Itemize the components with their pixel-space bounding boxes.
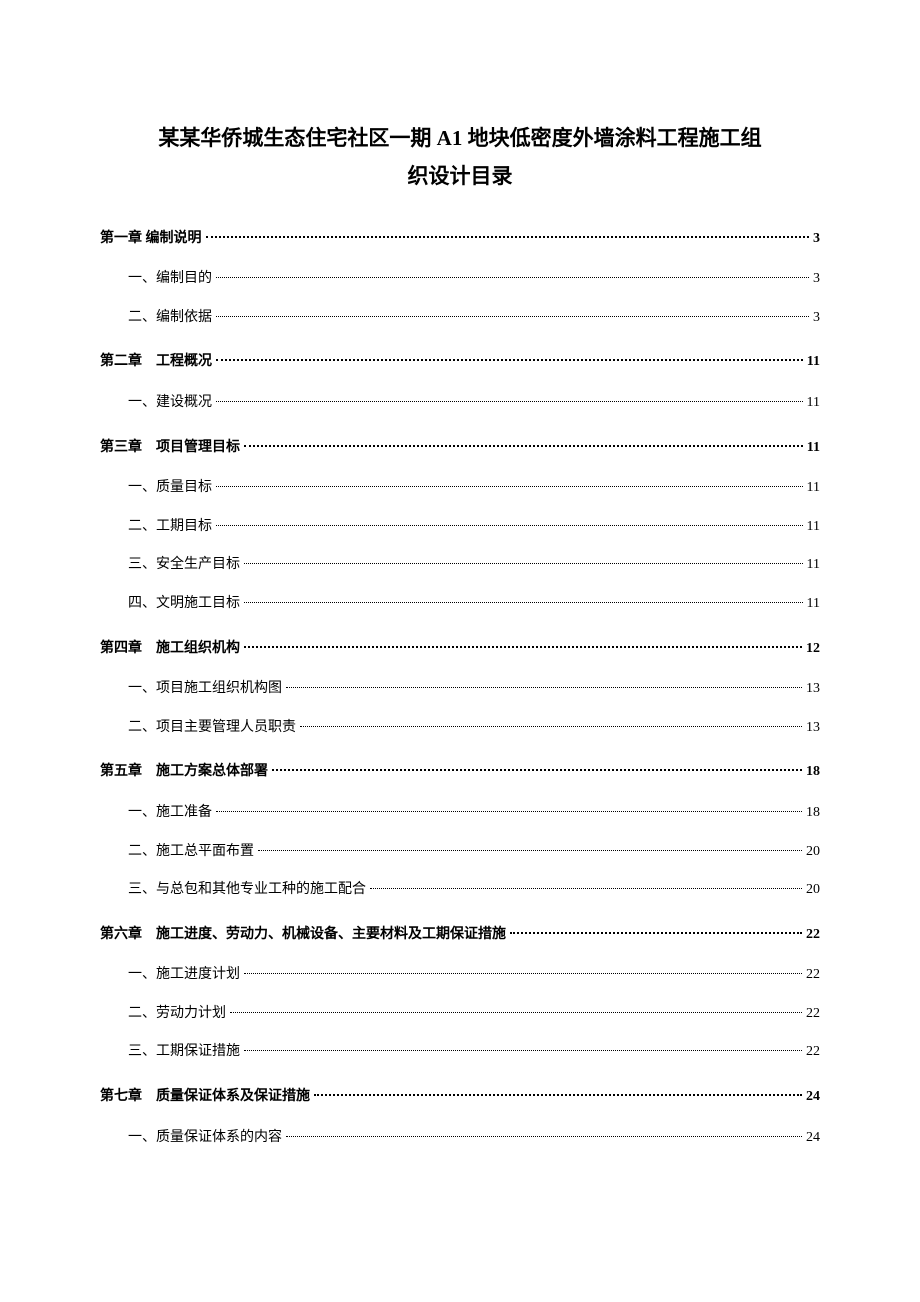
toc-entry-page: 11 bbox=[807, 435, 820, 462]
toc-leader-dots bbox=[370, 888, 802, 889]
toc-leader-dots bbox=[216, 359, 803, 361]
toc-entry-page: 22 bbox=[806, 1039, 820, 1066]
document-title: 某某华侨城生态住宅社区一期 A1 地块低密度外墙涂料工程施工组 织设计目录 bbox=[100, 120, 820, 196]
toc-chapter-entry: 第三章 项目管理目标 11 bbox=[100, 435, 820, 462]
toc-leader-dots bbox=[286, 1136, 802, 1137]
toc-leader-dots bbox=[244, 563, 803, 564]
toc-entry-label: 三、与总包和其他专业工种的施工配合 bbox=[128, 877, 366, 904]
toc-chapter-entry: 第二章 工程概况 11 bbox=[100, 349, 820, 376]
toc-entry-label: 二、施工总平面布置 bbox=[128, 839, 254, 866]
toc-entry-label: 四、文明施工目标 bbox=[128, 591, 240, 618]
toc-leader-dots bbox=[216, 811, 802, 812]
toc-entry-page: 20 bbox=[806, 839, 820, 866]
toc-sub-entry: 一、质量目标 11 bbox=[100, 475, 820, 502]
toc-sub-entry: 一、项目施工组织机构图 13 bbox=[100, 676, 820, 703]
toc-leader-dots bbox=[300, 726, 802, 727]
toc-entry-label: 二、工期目标 bbox=[128, 514, 212, 541]
toc-sub-entry: 一、建设概况 11 bbox=[100, 390, 820, 417]
toc-entry-page: 22 bbox=[806, 962, 820, 989]
toc-entry-page: 3 bbox=[813, 226, 820, 253]
toc-entry-label: 一、质量目标 bbox=[128, 475, 212, 502]
toc-entry-label: 一、项目施工组织机构图 bbox=[128, 676, 282, 703]
toc-leader-dots bbox=[216, 401, 803, 402]
toc-leader-dots bbox=[510, 932, 802, 934]
toc-entry-page: 11 bbox=[807, 591, 820, 618]
toc-entry-page: 3 bbox=[813, 305, 820, 332]
toc-sub-entry: 二、劳动力计划 22 bbox=[100, 1001, 820, 1028]
toc-sub-entry: 二、项目主要管理人员职责 13 bbox=[100, 715, 820, 742]
toc-chapter-entry: 第六章 施工进度、劳动力、机械设备、主要材料及工期保证措施 22 bbox=[100, 922, 820, 949]
toc-entry-page: 11 bbox=[807, 514, 820, 541]
toc-entry-label: 第二章 工程概况 bbox=[100, 349, 212, 376]
toc-sub-entry: 二、施工总平面布置 20 bbox=[100, 839, 820, 866]
toc-sub-entry: 三、工期保证措施 22 bbox=[100, 1039, 820, 1066]
toc-entry-label: 第六章 施工进度、劳动力、机械设备、主要材料及工期保证措施 bbox=[100, 922, 506, 949]
toc-sub-entry: 四、文明施工目标 11 bbox=[100, 591, 820, 618]
toc-leader-dots bbox=[244, 445, 803, 447]
toc-leader-dots bbox=[244, 1050, 802, 1051]
toc-leader-dots bbox=[272, 769, 802, 771]
toc-entry-page: 11 bbox=[807, 552, 820, 579]
toc-entry-label: 二、项目主要管理人员职责 bbox=[128, 715, 296, 742]
toc-entry-page: 20 bbox=[806, 877, 820, 904]
toc-entry-page: 22 bbox=[806, 1001, 820, 1028]
toc-sub-entry: 三、安全生产目标 11 bbox=[100, 552, 820, 579]
toc-entry-page: 13 bbox=[806, 676, 820, 703]
toc-leader-dots bbox=[244, 973, 802, 974]
toc-sub-entry: 一、质量保证体系的内容 24 bbox=[100, 1125, 820, 1152]
toc-leader-dots bbox=[230, 1012, 802, 1013]
toc-leader-dots bbox=[244, 646, 802, 648]
toc-leader-dots bbox=[258, 850, 802, 851]
toc-leader-dots bbox=[206, 236, 810, 238]
toc-sub-entry: 一、编制目的 3 bbox=[100, 266, 820, 293]
toc-entry-page: 13 bbox=[806, 715, 820, 742]
toc-entry-page: 18 bbox=[806, 759, 820, 786]
toc-entry-label: 第七章 质量保证体系及保证措施 bbox=[100, 1084, 310, 1111]
toc-entry-label: 第四章 施工组织机构 bbox=[100, 636, 240, 663]
toc-entry-label: 第一章 编制说明 bbox=[100, 226, 202, 253]
toc-sub-entry: 一、施工进度计划 22 bbox=[100, 962, 820, 989]
toc-leader-dots bbox=[216, 486, 803, 487]
toc-entry-label: 一、编制目的 bbox=[128, 266, 212, 293]
toc-entry-label: 第五章 施工方案总体部署 bbox=[100, 759, 268, 786]
toc-leader-dots bbox=[216, 525, 803, 526]
toc-chapter-entry: 第七章 质量保证体系及保证措施 24 bbox=[100, 1084, 820, 1111]
toc-entry-page: 22 bbox=[806, 922, 820, 949]
toc-entry-page: 3 bbox=[813, 266, 820, 293]
toc-chapter-entry: 第五章 施工方案总体部署 18 bbox=[100, 759, 820, 786]
toc-entry-page: 24 bbox=[806, 1125, 820, 1152]
toc-sub-entry: 一、施工准备 18 bbox=[100, 800, 820, 827]
toc-chapter-entry: 第四章 施工组织机构 12 bbox=[100, 636, 820, 663]
toc-entry-page: 11 bbox=[807, 349, 820, 376]
toc-entry-label: 二、编制依据 bbox=[128, 305, 212, 332]
toc-entry-label: 三、安全生产目标 bbox=[128, 552, 240, 579]
toc-leader-dots bbox=[314, 1094, 802, 1096]
toc-sub-entry: 二、工期目标 11 bbox=[100, 514, 820, 541]
title-line-2: 织设计目录 bbox=[100, 158, 820, 196]
toc-entry-label: 第三章 项目管理目标 bbox=[100, 435, 240, 462]
toc-sub-entry: 二、编制依据 3 bbox=[100, 305, 820, 332]
toc-entry-page: 24 bbox=[806, 1084, 820, 1111]
toc-entry-label: 一、施工进度计划 bbox=[128, 962, 240, 989]
toc-leader-dots bbox=[216, 316, 809, 317]
toc-sub-entry: 三、与总包和其他专业工种的施工配合 20 bbox=[100, 877, 820, 904]
table-of-contents: 第一章 编制说明 3 一、编制目的 3 二、编制依据 3 第二章 工程概况 11 一、建设概况 1… bbox=[100, 226, 820, 1152]
toc-entry-label: 一、施工准备 bbox=[128, 800, 212, 827]
toc-leader-dots bbox=[216, 277, 809, 278]
toc-leader-dots bbox=[286, 687, 802, 688]
title-line-1: 某某华侨城生态住宅社区一期 A1 地块低密度外墙涂料工程施工组 bbox=[100, 120, 820, 158]
toc-entry-page: 18 bbox=[806, 800, 820, 827]
toc-leader-dots bbox=[244, 602, 803, 603]
toc-entry-page: 11 bbox=[807, 475, 820, 502]
toc-entry-label: 三、工期保证措施 bbox=[128, 1039, 240, 1066]
toc-entry-page: 12 bbox=[806, 636, 820, 663]
toc-entry-label: 一、建设概况 bbox=[128, 390, 212, 417]
toc-chapter-entry: 第一章 编制说明 3 bbox=[100, 226, 820, 253]
toc-entry-label: 二、劳动力计划 bbox=[128, 1001, 226, 1028]
toc-entry-label: 一、质量保证体系的内容 bbox=[128, 1125, 282, 1152]
toc-entry-page: 11 bbox=[807, 390, 820, 417]
